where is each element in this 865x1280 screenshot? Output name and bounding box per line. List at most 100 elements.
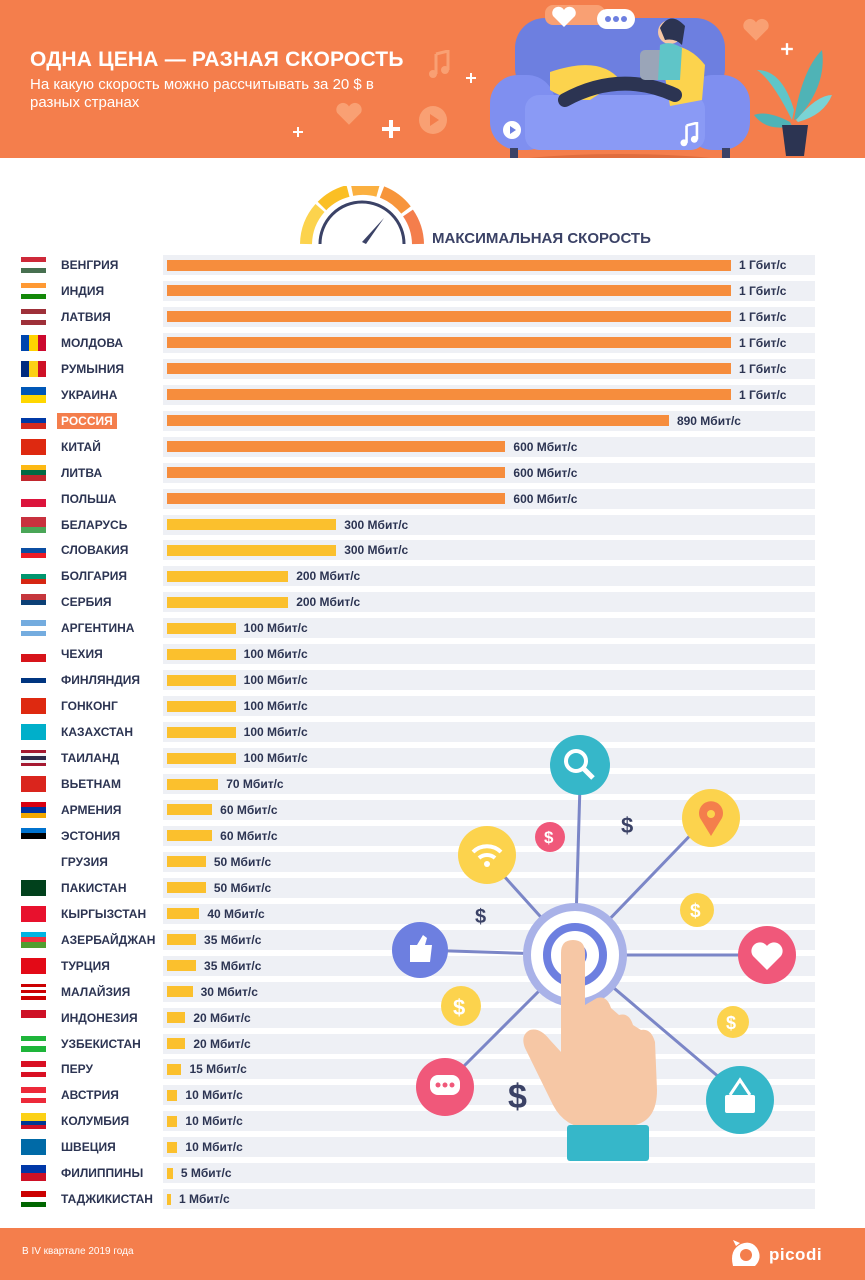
bar	[167, 389, 731, 401]
value-label: 100 Мбит/с	[243, 621, 308, 636]
bar	[167, 700, 236, 712]
bar-chart: ВЕНГРИЯ 1 Гбит/с ИНДИЯ 1 Гбит/с ЛАТВИЯ 1 Гбит…	[0, 250, 865, 1220]
bar	[167, 1063, 182, 1075]
country-label: КОЛУМБИЯ	[61, 1114, 130, 1129]
chart-title: МАКСИМАЛЬНАЯ СКОРОСТЬ	[432, 230, 651, 247]
country-label: ВЬЕТНАМ	[61, 777, 121, 791]
music-note-icon	[429, 50, 450, 78]
picodi-logo[interactable]: picodi	[727, 1238, 847, 1270]
bar	[167, 882, 206, 894]
bar-track	[163, 748, 815, 769]
country-label: РОССИЯ	[57, 412, 117, 429]
flag-icon	[21, 438, 46, 455]
bar	[167, 467, 506, 479]
bar	[167, 596, 289, 608]
bar	[167, 285, 731, 297]
svg-text:$: $	[621, 813, 633, 838]
bar-track	[163, 877, 815, 898]
bar	[167, 1038, 186, 1049]
value-label: 300 Мбит/с	[344, 517, 409, 532]
svg-text:$: $	[726, 1013, 736, 1033]
bar-track	[163, 592, 815, 613]
svg-text:$: $	[544, 828, 554, 847]
bar	[167, 830, 213, 842]
bar	[167, 778, 219, 790]
flag-icon	[21, 1191, 46, 1208]
value-label: 40 Мбит/с	[207, 906, 265, 921]
value-label: 10 Мбит/с	[185, 1088, 243, 1103]
bar	[167, 415, 669, 427]
page-subtitle: На какую скорость можно рассчитывать за …	[30, 76, 374, 111]
country-label: АРМЕНИЯ	[61, 802, 122, 817]
country-label: ГОНКОНГ	[61, 699, 118, 714]
flag-icon	[21, 1113, 46, 1130]
value-label: 5 Мбит/с	[180, 1166, 232, 1181]
country-label: ШВЕЦИЯ	[61, 1140, 116, 1155]
bar	[167, 804, 213, 816]
sofa-illustration	[490, 5, 750, 158]
value-label: 1 Гбит/с	[739, 387, 787, 402]
value-label: 30 Мбит/с	[200, 984, 258, 999]
flag-icon	[21, 334, 46, 351]
flag-icon	[21, 1087, 46, 1104]
bar-track	[163, 1007, 815, 1028]
bar	[167, 259, 731, 271]
value-label: 600 Мбит/с	[513, 491, 578, 506]
value-label: 600 Мбит/с	[513, 439, 578, 454]
country-label: ТАДЖИКИСТАН	[61, 1192, 153, 1207]
bar	[167, 1089, 178, 1101]
value-label: 15 Мбит/с	[189, 1062, 247, 1077]
value-label: 10 Мбит/с	[185, 1114, 243, 1129]
bar-track	[163, 955, 815, 976]
country-label: УЗБЕКИСТАН	[61, 1036, 141, 1051]
flag-icon	[21, 282, 46, 299]
heart-icon	[552, 6, 576, 27]
bar	[167, 1167, 173, 1179]
value-label: 100 Мбит/с	[243, 751, 308, 766]
country-label: ПОЛЬША	[61, 491, 117, 506]
value-label: 1 Гбит/с	[739, 283, 787, 298]
country-label: ИНДИЯ	[61, 283, 105, 298]
country-label: ФИНЛЯНДИЯ	[61, 673, 141, 688]
page-title: ОДНА ЦЕНА — РАЗНАЯ СКОРОСТЬ	[30, 48, 404, 71]
flag-icon	[21, 827, 46, 844]
bar	[167, 493, 506, 505]
bar-track	[163, 1111, 815, 1132]
country-label: МАЛАЙЗИЯ	[61, 984, 131, 999]
bar	[167, 856, 206, 868]
flag-icon	[21, 620, 46, 637]
value-label: 1 Гбит/с	[739, 361, 787, 376]
header-banner: ОДНА ЦЕНА — РАЗНАЯ СКОРОСТЬ На какую ско…	[0, 0, 865, 158]
bar	[167, 726, 236, 738]
flag-icon	[21, 672, 46, 689]
music-note-icon	[680, 122, 699, 147]
footnote: В IV квартале 2019 года	[22, 1246, 134, 1257]
value-label: 60 Мбит/с	[220, 802, 278, 817]
country-label: КАЗАХСТАН	[61, 725, 133, 740]
logo-mark-icon	[732, 1240, 760, 1266]
value-label: 1 Мбит/с	[179, 1192, 230, 1207]
bar	[167, 1141, 178, 1153]
flag-icon	[21, 386, 46, 403]
footer-banner: В IV квартале 2019 года picodi	[0, 1228, 865, 1280]
bar	[167, 337, 731, 349]
value-label: 100 Мбит/с	[243, 673, 308, 688]
value-label: 200 Мбит/с	[296, 595, 361, 610]
heart-icon	[743, 18, 769, 41]
country-label: КЫРГЫЗСТАН	[61, 906, 147, 921]
value-label: 1 Гбит/с	[739, 309, 787, 324]
plus-icon	[382, 120, 400, 138]
bar-track	[163, 799, 815, 820]
country-label: БЕЛАРУСЬ	[61, 517, 128, 532]
flag-icon	[21, 1061, 46, 1078]
country-label: УКРАИНА	[61, 387, 118, 402]
bar	[167, 960, 197, 972]
flag-icon	[21, 957, 46, 974]
bar	[167, 570, 289, 582]
flag-icon	[21, 412, 46, 429]
country-label: ЛАТВИЯ	[61, 309, 111, 324]
value-label: 890 Мбит/с	[676, 413, 741, 428]
country-label: РУМЫНИЯ	[61, 361, 124, 376]
bar-track	[163, 929, 815, 950]
flag-icon	[21, 1035, 46, 1052]
